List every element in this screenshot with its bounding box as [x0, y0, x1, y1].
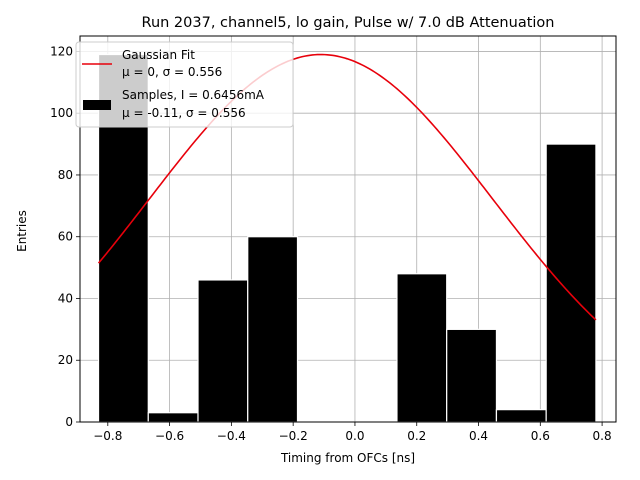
- chart-title: Run 2037, channel5, lo gain, Pulse w/ 7.…: [142, 15, 555, 31]
- y-tick-label: 0: [65, 415, 73, 429]
- x-tick-label: 0.4: [469, 429, 488, 443]
- y-tick-label: 40: [58, 291, 73, 305]
- x-tick-label: 0.8: [593, 429, 612, 443]
- x-tick-label: −0.6: [155, 429, 184, 443]
- histogram-bar: [545, 143, 597, 423]
- histogram-bar: [247, 236, 299, 423]
- x-tick-label: −0.2: [279, 429, 308, 443]
- x-tick-label: −0.8: [93, 429, 122, 443]
- legend-samples-label: Samples, I = 0.6456mA: [122, 88, 265, 102]
- legend-fit-label: Gaussian Fit: [122, 48, 195, 62]
- x-tick-label: −0.4: [217, 429, 246, 443]
- y-tick-label: 60: [58, 230, 73, 244]
- y-axis-label: Entries: [15, 210, 29, 252]
- legend-box: [75, 41, 294, 128]
- x-tick-label: 0.6: [531, 429, 550, 443]
- legend: Gaussian Fit μ = 0, σ = 0.556 Samples, I…: [75, 41, 294, 128]
- legend-fit-stats: μ = 0, σ = 0.556: [122, 65, 222, 79]
- histogram-bar: [495, 409, 547, 423]
- x-tick-label: 0.2: [407, 429, 426, 443]
- y-tick-label: 20: [58, 353, 73, 367]
- histogram-bar: [197, 279, 249, 423]
- x-axis-label: Timing from OFCs [ns]: [280, 451, 415, 465]
- y-tick-label: 100: [50, 106, 73, 120]
- axes-frame: [79, 35, 617, 423]
- x-axis-ticks: −0.8 −0.6 −0.4 −0.2 0.0 0.2 0.4 0.6 0.8: [93, 422, 612, 443]
- legend-samples-stats: μ = -0.11, σ = 0.556: [122, 106, 246, 120]
- histogram-bar: [396, 273, 448, 423]
- y-tick-label: 120: [50, 44, 73, 58]
- legend-samples-swatch: [83, 100, 111, 110]
- gaussian-fit-line: [97, 53, 597, 321]
- y-tick-label: 80: [58, 168, 73, 182]
- y-axis-ticks: 0 20 40 60 80 100 120: [50, 44, 80, 429]
- x-tick-label: 0.0: [345, 429, 364, 443]
- histogram-bar: [446, 328, 498, 423]
- histogram-bar: [147, 412, 199, 423]
